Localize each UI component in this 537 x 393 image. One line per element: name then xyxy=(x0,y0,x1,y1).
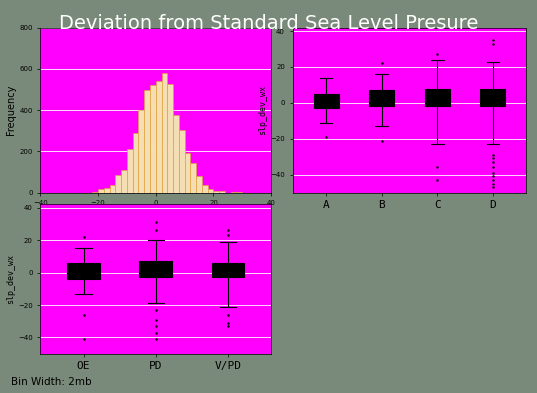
Bar xyxy=(202,185,208,193)
Y-axis label: Frequency: Frequency xyxy=(6,85,16,135)
Bar xyxy=(92,191,98,193)
PathPatch shape xyxy=(140,261,172,277)
PathPatch shape xyxy=(425,88,450,107)
Bar xyxy=(110,185,115,193)
Bar xyxy=(208,189,214,193)
PathPatch shape xyxy=(369,90,394,107)
Bar xyxy=(179,130,185,193)
Bar xyxy=(127,149,133,193)
Bar xyxy=(115,174,121,193)
Text: Deviation from Standard Sea Level Presure: Deviation from Standard Sea Level Presur… xyxy=(59,14,478,33)
Bar xyxy=(139,110,144,193)
Bar xyxy=(98,189,104,193)
Bar xyxy=(185,153,190,193)
Bar xyxy=(196,176,202,193)
Bar xyxy=(144,90,150,193)
PathPatch shape xyxy=(481,88,505,107)
Y-axis label: slp_dev_wx: slp_dev_wx xyxy=(6,254,15,304)
Bar xyxy=(162,73,168,193)
Y-axis label: slp_dev_wx: slp_dev_wx xyxy=(258,85,267,135)
Bar xyxy=(173,115,179,193)
X-axis label: slp_dev_wx: slp_dev_wx xyxy=(130,208,181,217)
PathPatch shape xyxy=(67,263,100,279)
Bar xyxy=(168,84,173,193)
Bar xyxy=(213,191,219,193)
Bar xyxy=(150,86,156,193)
PathPatch shape xyxy=(314,94,338,108)
Bar xyxy=(219,191,225,193)
Bar xyxy=(156,81,162,193)
PathPatch shape xyxy=(212,263,244,277)
Bar xyxy=(190,163,196,193)
Bar xyxy=(121,170,127,193)
Text: Bin Width: 2mb: Bin Width: 2mb xyxy=(11,377,91,387)
Bar xyxy=(104,188,110,193)
Bar xyxy=(133,133,139,193)
